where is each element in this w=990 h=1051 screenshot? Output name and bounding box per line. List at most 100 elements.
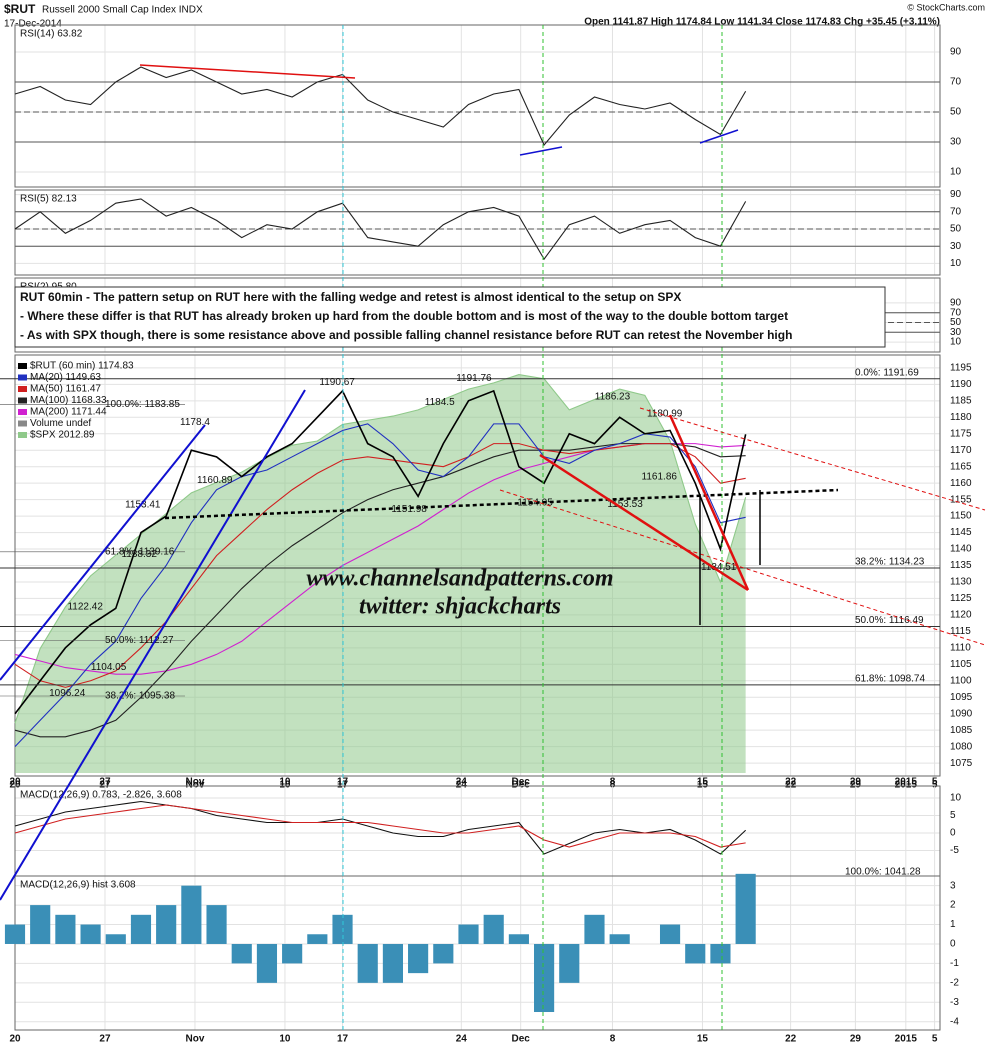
area-fill <box>15 374 746 773</box>
x-tick-label: 5 <box>932 1034 938 1045</box>
y-tick-label: 50 <box>950 107 962 118</box>
trend-line <box>0 389 306 901</box>
fib-label: 0.0%: 1191.69 <box>855 367 919 378</box>
y-tick-label: 50 <box>950 317 962 328</box>
y-tick-label: 1140 <box>950 544 972 555</box>
x-tick-label: 22 <box>785 780 797 791</box>
price-label: 1151.98 <box>391 504 427 515</box>
price-label: 1104.05 <box>91 662 127 673</box>
y-tick-label: 1165 <box>950 461 972 472</box>
x-tick-label: 27 <box>99 1034 111 1045</box>
x-tick-label: 29 <box>850 780 862 791</box>
bar <box>534 943 555 1013</box>
date: 17-Dec-2014 <box>4 19 62 30</box>
bar <box>55 914 76 944</box>
bar <box>584 914 605 944</box>
panel-title: MACD(12,26,9) 0.783, -2.826, 3.608 <box>20 790 182 801</box>
y-tick-label: 50 <box>950 224 962 235</box>
panel-title: MACD(12,26,9) hist 3.608 <box>20 880 136 891</box>
y-tick-label: 1135 <box>950 560 972 571</box>
fib-label: 38.2%: 1095.38 <box>105 691 175 702</box>
x-tick-label: 27 <box>99 780 111 791</box>
x-tick-label: 2015 <box>895 780 918 791</box>
legend-label: MA(50) 1161.47 <box>30 384 101 395</box>
series-line <box>14 800 747 855</box>
watermark: twitter: shjackcharts <box>359 594 561 620</box>
bar <box>256 943 278 983</box>
x-tick-label: 10 <box>279 780 291 791</box>
y-tick-label: 1075 <box>950 758 973 769</box>
fib-label: 100.0%: 1183.85 <box>105 399 180 410</box>
legend-swatch <box>18 374 27 381</box>
note-frame <box>14 286 886 348</box>
bar <box>206 905 227 944</box>
y-tick-label: 1195 <box>950 363 972 374</box>
x-tick-label: 10 <box>279 1034 291 1045</box>
y-tick-label: 1095 <box>950 692 973 703</box>
price-label: 1190.67 <box>319 377 355 388</box>
y-tick-label: 2 <box>950 900 956 911</box>
y-tick-label: 1180 <box>950 412 972 423</box>
y-tick-label: 3 <box>950 880 956 891</box>
y-tick-label: 10 <box>950 337 962 348</box>
price-label: 1184.5 <box>425 397 455 408</box>
y-tick-label: 30 <box>950 327 962 338</box>
y-tick-label: 10 <box>950 167 962 178</box>
bar <box>735 873 756 944</box>
y-tick-label: 5 <box>950 810 956 821</box>
y-tick-label: 1 <box>950 919 956 930</box>
wedge-line <box>539 453 749 592</box>
panel-frame <box>14 189 941 276</box>
x-tick-label: 22 <box>785 777 797 788</box>
bar <box>408 943 429 974</box>
legend-label: MA(20) 1149.63 <box>30 372 101 383</box>
x-tick-label: 8 <box>610 777 616 788</box>
panel-frame <box>14 354 941 777</box>
bar <box>710 943 731 964</box>
support-line <box>164 488 839 520</box>
legend-label: MA(100) 1168.33 <box>30 395 107 406</box>
x-tick-label: Dec <box>512 780 531 791</box>
y-tick-label: 1175 <box>950 428 972 439</box>
note-box: RUT 60min - The pattern setup on RUT her… <box>14 286 886 348</box>
price-label: 1154.05 <box>517 497 553 508</box>
price-label: 1096.24 <box>49 688 86 699</box>
bar <box>105 934 126 944</box>
bar <box>282 943 303 964</box>
y-tick-label: 70 <box>950 206 962 217</box>
trend-line <box>0 424 206 681</box>
y-tick-label: -1 <box>950 958 959 969</box>
series-line <box>14 443 746 738</box>
y-tick-label: 0 <box>950 939 956 950</box>
x-tick-label: 15 <box>697 780 709 791</box>
wedge-line <box>668 414 750 591</box>
bar <box>156 905 177 944</box>
legend-swatch <box>18 363 27 369</box>
panel-title: RSI(5) 82.13 <box>20 194 77 205</box>
price-label: 1180.99 <box>647 409 683 420</box>
note-line: - Where these differ is that RUT has alr… <box>20 309 788 323</box>
note-line: - As with SPX though, there is some resi… <box>20 328 792 342</box>
y-tick-label: 1100 <box>950 675 972 686</box>
y-tick-label: 30 <box>950 137 962 148</box>
x-tick-label: 15 <box>697 1034 709 1045</box>
y-tick-label: 1145 <box>950 527 972 538</box>
legend-label: MA(200) 1171.44 <box>30 407 107 418</box>
fib-label: 38.2%: 1134.23 <box>855 557 925 568</box>
panel-frame <box>14 875 941 1031</box>
bar <box>80 924 101 944</box>
fib-label: 61.8%: 1098.74 <box>855 674 925 685</box>
y-tick-label: 90 <box>950 47 962 58</box>
bar <box>181 885 202 944</box>
quote: Open 1141.87 High 1174.84 Low 1141.34 Cl… <box>584 17 940 28</box>
x-tick-label: 10 <box>279 777 291 788</box>
bar <box>685 943 706 964</box>
y-tick-label: 90 <box>950 189 962 200</box>
channel-line <box>639 407 986 511</box>
bar <box>609 934 630 944</box>
legend-swatch <box>18 386 27 392</box>
note-line: RUT 60min - The pattern setup on RUT her… <box>20 290 681 304</box>
legend-swatch <box>18 409 27 415</box>
